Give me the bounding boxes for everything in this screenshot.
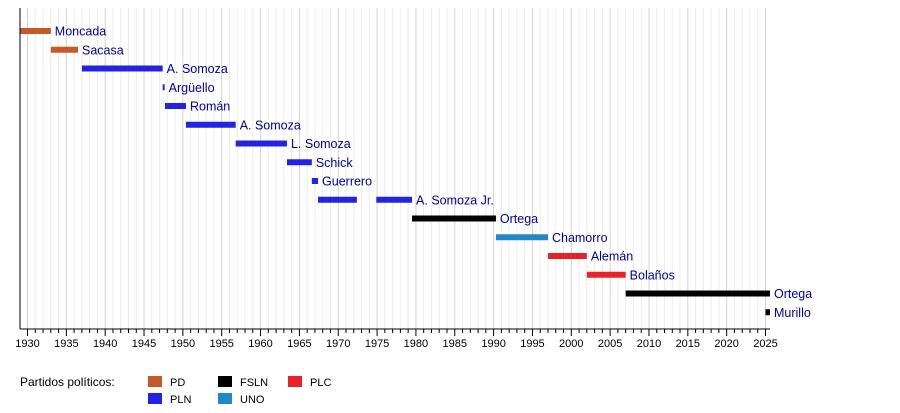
legend-swatch: [148, 376, 162, 387]
president-label: Guerrero: [322, 175, 372, 189]
term-bar: [495, 234, 548, 241]
term-bar: [162, 84, 165, 91]
x-tick-label: 1955: [209, 338, 233, 350]
president-label: A. Somoza Jr.: [416, 193, 494, 207]
x-tick-label: 1930: [15, 338, 39, 350]
x-tick-label: 1960: [248, 338, 272, 350]
president-label: Chamorro: [552, 231, 608, 245]
x-tick-label: 1940: [93, 338, 117, 350]
x-tick-label: 2015: [676, 338, 700, 350]
x-tick-label: 1995: [520, 338, 544, 350]
legend-label: PD: [170, 377, 185, 389]
president-label: Román: [190, 100, 230, 114]
president-label: Alemán: [591, 250, 633, 264]
x-tick-label: 2010: [637, 338, 661, 350]
legend-swatch: [218, 376, 232, 387]
axis-layer: 1930 1935 1940 1945 1950 1955 1960 1965 1970 1975…: [15, 8, 778, 350]
x-tick-label: 1990: [481, 338, 505, 350]
x-tick-label: 1980: [404, 338, 428, 350]
x-tick-label: 1970: [326, 338, 350, 350]
term-bar: [318, 196, 357, 203]
legend-swatch: [148, 393, 162, 404]
x-tick-label: 2020: [714, 338, 738, 350]
legend-label: FSLN: [240, 377, 268, 389]
label-layer: Moncada Sacasa A. Somoza Argüello Román A. So…: [55, 25, 812, 320]
term-bar: [625, 290, 770, 297]
term-bar: [376, 196, 413, 203]
x-tick-label: 2025: [753, 338, 777, 350]
x-tick-label: 1985: [443, 338, 467, 350]
term-bar: [286, 159, 312, 166]
term-bar: [412, 215, 496, 222]
x-tick-label: 1950: [171, 338, 195, 350]
president-label: Murillo: [774, 306, 811, 320]
term-bar: [586, 271, 626, 278]
term-bar: [765, 309, 770, 316]
term-bar: [165, 103, 186, 109]
legend-label: PLC: [310, 377, 331, 389]
x-tick-label: 1975: [365, 338, 389, 350]
legend-title: Partidos políticos:: [20, 375, 115, 389]
term-bar: [547, 253, 587, 259]
president-label: A. Somoza: [240, 118, 301, 132]
president-label: Ortega: [774, 287, 812, 301]
president-label: Sacasa: [82, 43, 124, 57]
term-bar: [185, 121, 236, 128]
x-tick-label: 2000: [559, 338, 583, 350]
president-label: Ortega: [500, 212, 538, 226]
term-bar: [81, 65, 163, 72]
president-label: Bolaños: [630, 268, 675, 282]
term-bar: [20, 28, 51, 34]
president-label: Argüello: [169, 81, 215, 95]
legend-swatch: [288, 376, 302, 387]
president-label: A. Somoza: [167, 62, 228, 76]
term-bar: [311, 178, 319, 184]
term-bar: [50, 46, 78, 53]
legend-label: UNO: [240, 394, 265, 406]
x-tick-label: 1965: [287, 338, 311, 350]
president-label: L. Somoza: [291, 137, 351, 151]
x-tick-label: 2005: [598, 338, 622, 350]
grid-layer: [27, 8, 766, 329]
x-tick-label: 1935: [54, 338, 78, 350]
president-label: Schick: [316, 156, 354, 170]
legend-label: PLN: [170, 394, 191, 406]
bar-layer: [20, 28, 770, 316]
legend-layer: Partidos políticos: PD PLN FSLN UNO PLC: [20, 375, 331, 406]
term-bar: [235, 140, 287, 147]
legend-swatch: [218, 393, 232, 404]
president-label: Moncada: [55, 25, 106, 39]
x-tick-label: 1945: [132, 338, 156, 350]
